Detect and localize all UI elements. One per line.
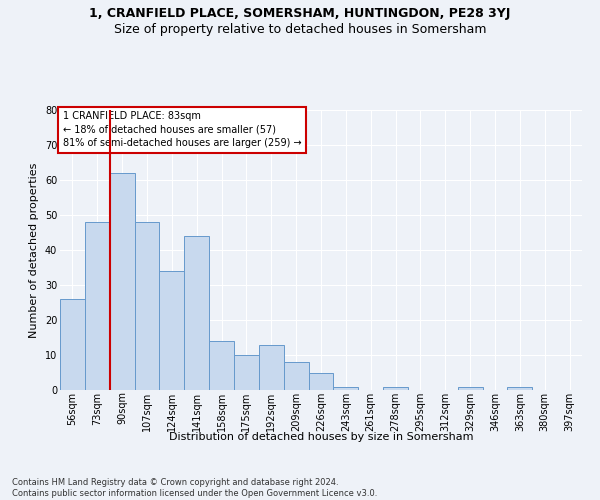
Bar: [284, 362, 308, 390]
Text: Size of property relative to detached houses in Somersham: Size of property relative to detached ho…: [114, 22, 486, 36]
Bar: [259, 344, 284, 390]
Bar: [209, 341, 234, 390]
Bar: [234, 355, 259, 390]
Bar: [458, 386, 482, 390]
Bar: [85, 222, 110, 390]
Text: Distribution of detached houses by size in Somersham: Distribution of detached houses by size …: [169, 432, 473, 442]
Text: 1 CRANFIELD PLACE: 83sqm
← 18% of detached houses are smaller (57)
81% of semi-d: 1 CRANFIELD PLACE: 83sqm ← 18% of detach…: [62, 112, 301, 148]
Bar: [184, 236, 209, 390]
Bar: [383, 386, 408, 390]
Bar: [308, 372, 334, 390]
Bar: [334, 386, 358, 390]
Y-axis label: Number of detached properties: Number of detached properties: [29, 162, 39, 338]
Bar: [60, 299, 85, 390]
Text: Contains HM Land Registry data © Crown copyright and database right 2024.
Contai: Contains HM Land Registry data © Crown c…: [12, 478, 377, 498]
Bar: [160, 271, 184, 390]
Bar: [110, 173, 134, 390]
Bar: [134, 222, 160, 390]
Text: 1, CRANFIELD PLACE, SOMERSHAM, HUNTINGDON, PE28 3YJ: 1, CRANFIELD PLACE, SOMERSHAM, HUNTINGDO…: [89, 8, 511, 20]
Bar: [508, 386, 532, 390]
